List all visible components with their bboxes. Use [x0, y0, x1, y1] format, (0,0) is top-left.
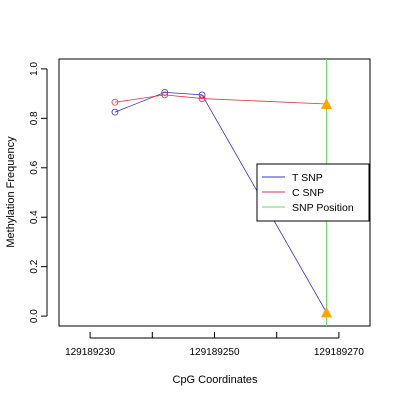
- data-point: [198, 91, 206, 99]
- legend-box: [256, 163, 370, 222]
- y-tick-label: 0.4: [29, 210, 40, 224]
- x-tick-label: 129189250: [189, 347, 239, 358]
- y-tick-label: 1.0: [29, 62, 40, 76]
- x-axis-label: CpG Coordinates: [173, 374, 258, 386]
- y-axis: 0.0 0.2 0.4 0.6 0.8 1.0: [29, 62, 48, 323]
- data-point: [161, 91, 169, 99]
- snp-marker: [320, 97, 332, 109]
- y-tick-label: 0.0: [29, 309, 40, 323]
- data-point: [198, 95, 206, 102]
- x-axis: 129189230 129189250 129189270: [65, 332, 364, 358]
- plot-frame: [58, 58, 371, 327]
- y-tick-label: 0.8: [29, 111, 40, 125]
- series-line: [114, 94, 327, 105]
- series-c-snp: [111, 91, 327, 106]
- x-tick-label: 129189230: [65, 347, 115, 358]
- legend-label: C SNP: [292, 187, 324, 199]
- y-tick-label: 0.6: [29, 160, 40, 174]
- data-point: [161, 88, 169, 96]
- legend-label: T SNP: [292, 172, 323, 184]
- x-tick-label: 129189270: [314, 347, 364, 358]
- y-axis-label: Methylation Frequency: [5, 136, 17, 248]
- snp-marker-layer: [320, 97, 332, 318]
- data-point: [111, 108, 119, 116]
- data-point: [111, 98, 119, 106]
- snp-marker: [320, 306, 332, 318]
- legend-label: SNP Position: [292, 202, 354, 214]
- legend: T SNP C SNP SNP Position: [256, 163, 370, 222]
- y-tick-label: 0.2: [29, 259, 40, 273]
